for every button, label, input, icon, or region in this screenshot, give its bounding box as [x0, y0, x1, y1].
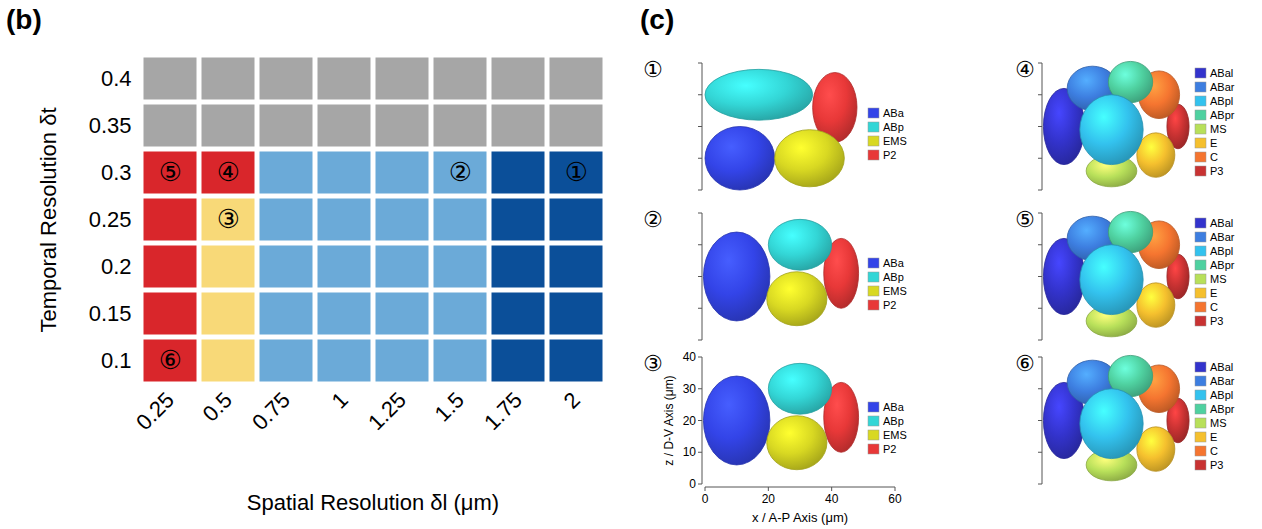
- svg-text:0.1: 0.1: [101, 348, 132, 373]
- svg-text:0: 0: [702, 492, 709, 506]
- svg-text:P2: P2: [883, 149, 896, 161]
- svg-text:ABpr: ABpr: [1210, 109, 1235, 121]
- svg-text:ABar: ABar: [1210, 375, 1235, 387]
- svg-text:1: 1: [327, 387, 353, 413]
- svg-text:EMS: EMS: [883, 135, 907, 147]
- svg-text:ABa: ABa: [883, 257, 905, 269]
- svg-text:2: 2: [559, 387, 585, 413]
- svg-text:MS: MS: [1210, 123, 1227, 135]
- svg-text:④: ④: [217, 157, 240, 187]
- svg-text:①: ①: [565, 157, 588, 187]
- svg-text:ABpl: ABpl: [1210, 245, 1233, 257]
- svg-text:①: ①: [643, 57, 663, 82]
- svg-text:P3: P3: [1210, 459, 1223, 471]
- svg-text:C: C: [1210, 301, 1218, 313]
- svg-text:⑤: ⑤: [1015, 207, 1035, 232]
- svg-text:ABpl: ABpl: [1210, 95, 1233, 107]
- svg-text:60: 60: [888, 492, 902, 506]
- svg-text:0: 0: [689, 477, 696, 491]
- svg-text:20: 20: [762, 492, 776, 506]
- svg-text:0.15: 0.15: [89, 301, 132, 326]
- svg-text:②: ②: [643, 207, 663, 232]
- svg-text:1.75: 1.75: [479, 387, 527, 435]
- svg-text:0.2: 0.2: [101, 254, 132, 279]
- svg-text:C: C: [1210, 445, 1218, 457]
- svg-text:Spatial Resolution δl (μm): Spatial Resolution δl (μm): [247, 490, 499, 515]
- svg-text:z / D-V Axis (μm): z / D-V Axis (μm): [662, 375, 676, 465]
- html-text:(b): (b): [6, 4, 42, 35]
- svg-text:ABa: ABa: [883, 107, 905, 119]
- svg-text:ABal: ABal: [1210, 67, 1233, 79]
- svg-text:0.5: 0.5: [198, 387, 237, 426]
- svg-text:③: ③: [217, 204, 240, 234]
- svg-text:P3: P3: [1210, 165, 1223, 177]
- svg-text:0.25: 0.25: [131, 387, 179, 435]
- svg-text:⑥: ⑥: [159, 345, 182, 375]
- svg-text:P3: P3: [1210, 315, 1223, 327]
- svg-text:C: C: [1210, 151, 1218, 163]
- svg-text:0.3: 0.3: [101, 160, 132, 185]
- svg-text:③: ③: [643, 351, 663, 376]
- svg-text:ABpr: ABpr: [1210, 403, 1235, 415]
- svg-text:1.25: 1.25: [363, 387, 411, 435]
- svg-text:0.4: 0.4: [101, 66, 132, 91]
- svg-text:ABal: ABal: [1210, 361, 1233, 373]
- svg-text:ABpl: ABpl: [1210, 389, 1233, 401]
- svg-text:1.5: 1.5: [430, 387, 469, 426]
- svg-text:ABpr: ABpr: [1210, 259, 1235, 271]
- svg-text:ABp: ABp: [883, 121, 904, 133]
- svg-text:MS: MS: [1210, 417, 1227, 429]
- svg-text:EMS: EMS: [883, 285, 907, 297]
- svg-text:⑥: ⑥: [1015, 351, 1035, 376]
- html-text:(c): (c): [640, 4, 675, 35]
- svg-text:10: 10: [683, 445, 697, 459]
- svg-text:x / A-P Axis (μm): x / A-P Axis (μm): [752, 510, 848, 525]
- svg-text:⑤: ⑤: [159, 157, 182, 187]
- svg-text:40: 40: [825, 492, 839, 506]
- svg-text:②: ②: [449, 157, 472, 187]
- svg-text:40: 40: [683, 350, 697, 364]
- svg-text:P2: P2: [883, 299, 896, 311]
- svg-text:ABar: ABar: [1210, 81, 1235, 93]
- svg-text:ABp: ABp: [883, 271, 904, 283]
- svg-text:0.75: 0.75: [247, 387, 295, 435]
- svg-text:ABa: ABa: [883, 401, 905, 413]
- svg-text:Temporal Resolution δt: Temporal Resolution δt: [36, 107, 61, 332]
- svg-text:ABar: ABar: [1210, 231, 1235, 243]
- svg-text:P2: P2: [883, 443, 896, 455]
- svg-text:EMS: EMS: [883, 429, 907, 441]
- svg-text:30: 30: [683, 382, 697, 396]
- svg-text:ABp: ABp: [883, 415, 904, 427]
- svg-text:0.25: 0.25: [89, 207, 132, 232]
- svg-text:E: E: [1210, 431, 1217, 443]
- svg-text:MS: MS: [1210, 273, 1227, 285]
- svg-text:E: E: [1210, 137, 1217, 149]
- svg-text:E: E: [1210, 287, 1217, 299]
- svg-text:④: ④: [1015, 57, 1035, 82]
- svg-text:0.35: 0.35: [89, 113, 132, 138]
- svg-text:20: 20: [683, 414, 697, 428]
- svg-text:ABal: ABal: [1210, 217, 1233, 229]
